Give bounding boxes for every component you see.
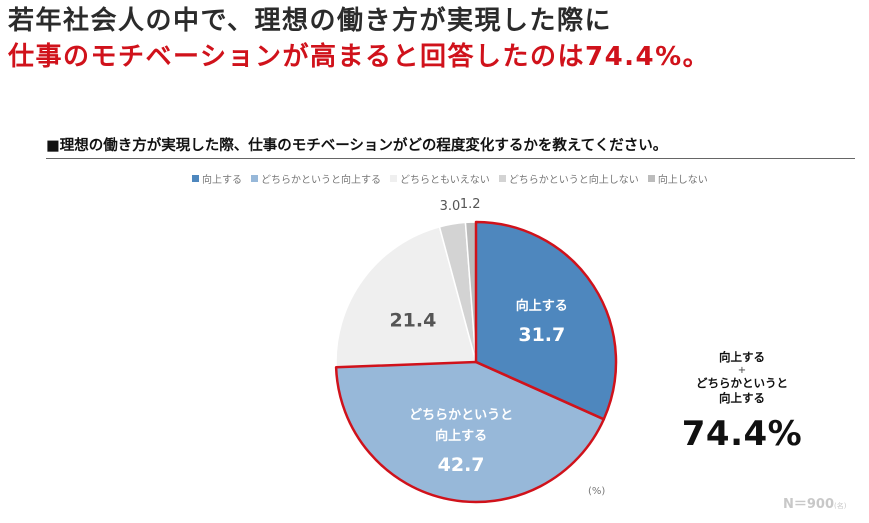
legend-swatch (192, 175, 199, 182)
survey-question: ■理想の働き方が実現した際、仕事のモチベーションがどの程度変化するかを教えてくだ… (46, 138, 668, 154)
combined-total-callout: 向上する + どちらかというと 向上する 74.4% (672, 350, 812, 454)
legend-item: どちらかというと向上する (251, 171, 381, 186)
question-underline (46, 158, 855, 159)
slice-value-label: 21.4 (389, 310, 436, 332)
legend-swatch (647, 175, 655, 182)
legend-swatch (498, 175, 506, 182)
sample-size-n: N＝900 (783, 497, 835, 512)
combined-label-b-1: どちらかというと (696, 376, 788, 390)
legend-item: 向上する (192, 171, 242, 186)
pie-slice (335, 225, 477, 369)
combined-label-a: 向上する (719, 350, 765, 364)
combined-label-b-2: 向上する (719, 391, 765, 405)
slice-value-label: 31.7 (518, 324, 565, 346)
legend-label: どちらかというと向上しない (508, 175, 639, 186)
legend-item: 向上しない (647, 171, 708, 186)
legend-label: どちらともいえない (400, 175, 490, 186)
legend-item: どちらかというと向上しない (498, 171, 639, 186)
headline-line-1: 若年社会人の中で、理想の働き方が実現した際に (8, 6, 612, 36)
sample-size-suffix: (名) (834, 502, 847, 510)
slice-value-label: 42.7 (438, 454, 485, 476)
slice-value-label: 1.2 (460, 197, 481, 212)
slice-category-label: どちらかというと (409, 408, 513, 423)
unit-label: (%) (588, 486, 606, 497)
legend-label: 向上する (202, 175, 242, 186)
legend-label: 向上しない (657, 175, 708, 186)
slice-highlight-outline (334, 360, 606, 504)
headline-line-2: 仕事のモチベーションが高まると回答したのは74.4%。 (8, 42, 711, 72)
combined-plus: + (737, 365, 747, 376)
chart-legend: 向上する どちらかというと向上する どちらともいえない どちらかというと向上しない 向上… (192, 171, 708, 186)
slice-value-label: 3.0 (440, 199, 461, 214)
sample-size: N＝900(名) (783, 493, 847, 512)
slice-highlight-outline (474, 220, 618, 421)
slice-category-label: 向上する (516, 298, 568, 314)
slice-category-label: 向上する (435, 428, 487, 444)
legend-swatch (251, 175, 258, 182)
legend-item: どちらともいえない (390, 171, 490, 186)
combined-total-value: 74.4% (681, 414, 803, 454)
legend-label: どちらかというと向上する (261, 175, 381, 186)
legend-swatch (390, 175, 397, 182)
